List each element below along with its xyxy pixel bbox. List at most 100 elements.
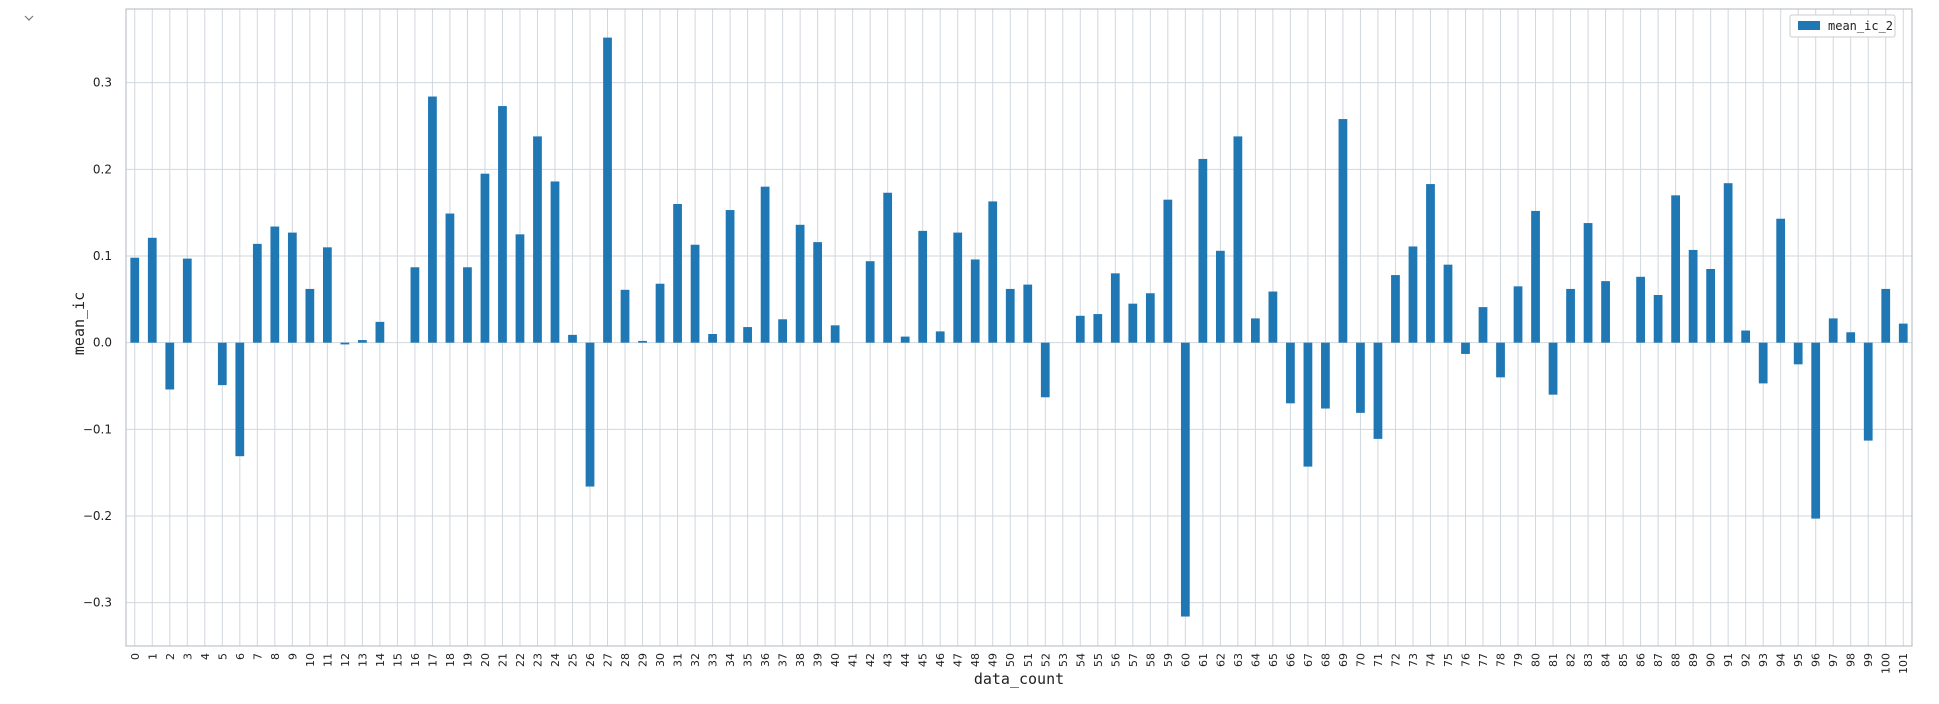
x-tick-label: 43 xyxy=(882,653,895,667)
bar xyxy=(1391,275,1400,343)
bar xyxy=(585,342,595,487)
bar xyxy=(1233,136,1243,343)
x-tick-label: 55 xyxy=(1092,653,1105,667)
bar xyxy=(1636,276,1645,343)
x-tick-label: 100 xyxy=(1880,653,1893,674)
bar xyxy=(1881,288,1891,343)
bar xyxy=(1741,330,1751,343)
x-tick-label: 98 xyxy=(1845,653,1858,667)
bar xyxy=(182,258,192,343)
x-tick-label: 23 xyxy=(531,653,544,667)
bar xyxy=(445,213,455,343)
bar xyxy=(1286,342,1295,404)
x-tick-label: 78 xyxy=(1495,653,1508,667)
bar xyxy=(953,232,963,343)
x-tick-label: 38 xyxy=(794,653,807,667)
x-tick-label: 65 xyxy=(1267,653,1280,667)
bar xyxy=(638,340,647,343)
bar xyxy=(1811,342,1821,519)
x-tick-label: 37 xyxy=(777,653,790,667)
x-tick-label: 85 xyxy=(1617,653,1630,667)
bar xyxy=(1180,342,1190,617)
x-tick-label: 93 xyxy=(1757,653,1770,667)
bar xyxy=(1548,342,1558,395)
x-tick-label: 82 xyxy=(1565,653,1578,667)
bar xyxy=(988,201,998,343)
horizontal-gridlines xyxy=(126,82,1912,604)
x-tick-label: 92 xyxy=(1740,653,1753,667)
x-tick-label: 101 xyxy=(1897,653,1910,674)
bar xyxy=(428,96,437,343)
x-tick-label: 41 xyxy=(847,653,860,667)
bar xyxy=(743,327,752,343)
x-tick-label: 90 xyxy=(1705,653,1718,667)
x-tick-label: 40 xyxy=(829,653,842,667)
bar xyxy=(918,230,928,343)
y-tick-label: −0.1 xyxy=(83,422,112,436)
x-tick-label: 15 xyxy=(391,653,404,667)
x-tick-label: 88 xyxy=(1670,653,1683,667)
bar xyxy=(1688,249,1698,343)
bar xyxy=(708,334,717,343)
x-tick-label: 33 xyxy=(707,653,720,667)
bar xyxy=(1828,318,1838,343)
x-tick-label: 12 xyxy=(339,653,352,667)
x-tick-label: 48 xyxy=(969,653,982,667)
x-tick-label: 44 xyxy=(899,653,912,667)
bar xyxy=(1443,264,1453,343)
y-tick-label: −0.2 xyxy=(83,509,112,523)
bar xyxy=(1478,307,1488,343)
bar xyxy=(1268,291,1278,343)
x-tick-label: 71 xyxy=(1372,653,1385,667)
x-tick-label: 25 xyxy=(567,653,580,667)
bar xyxy=(620,289,630,343)
x-tick-label: 89 xyxy=(1687,653,1700,667)
bar xyxy=(1758,342,1768,384)
x-tick-label: 70 xyxy=(1354,653,1367,667)
x-tick-label: 52 xyxy=(1039,653,1052,667)
bar xyxy=(147,237,157,343)
bar xyxy=(778,319,787,343)
bar xyxy=(1321,342,1330,409)
x-tick-label: 66 xyxy=(1284,653,1297,667)
x-tick-label: 16 xyxy=(409,653,422,667)
x-tick-label: 8 xyxy=(269,653,282,660)
bar xyxy=(480,173,490,343)
x-tick-label: 34 xyxy=(724,653,737,667)
x-tick-label: 61 xyxy=(1197,653,1210,667)
legend: mean_ic_2 xyxy=(1789,14,1896,38)
x-tick-label: 5 xyxy=(216,653,229,660)
x-axis-label: data_count xyxy=(974,670,1064,688)
x-tick-label: 20 xyxy=(479,653,492,667)
x-tick-label: 36 xyxy=(759,653,772,667)
bar xyxy=(340,342,350,345)
bar xyxy=(1040,342,1050,398)
bar xyxy=(935,331,945,343)
bar xyxy=(375,321,385,343)
x-tick-label: 13 xyxy=(356,653,369,667)
bar xyxy=(1513,286,1523,343)
x-tick-label: 57 xyxy=(1127,653,1140,667)
chevron-down-icon[interactable] xyxy=(22,10,36,24)
bar xyxy=(1303,342,1313,467)
x-tick-label: 4 xyxy=(199,653,212,660)
x-tick-label: 83 xyxy=(1582,653,1595,667)
x-tick-label: 91 xyxy=(1722,653,1735,667)
y-tick-label: 0.1 xyxy=(93,249,112,263)
bar xyxy=(498,106,507,343)
x-tick-label: 51 xyxy=(1022,653,1035,667)
bar xyxy=(1356,342,1365,413)
bar xyxy=(1601,281,1610,343)
x-tick-label: 30 xyxy=(654,653,667,667)
x-tick-label: 42 xyxy=(864,653,877,667)
x-tick-label: 45 xyxy=(917,653,930,667)
bar xyxy=(690,244,700,343)
bar xyxy=(1776,218,1786,343)
bar xyxy=(165,342,175,390)
x-tick-label: 56 xyxy=(1109,653,1122,667)
x-tick-label: 6 xyxy=(234,653,247,660)
bar xyxy=(287,232,297,343)
x-tick-label: 80 xyxy=(1530,653,1543,667)
bar xyxy=(970,259,980,343)
bar xyxy=(603,37,612,343)
